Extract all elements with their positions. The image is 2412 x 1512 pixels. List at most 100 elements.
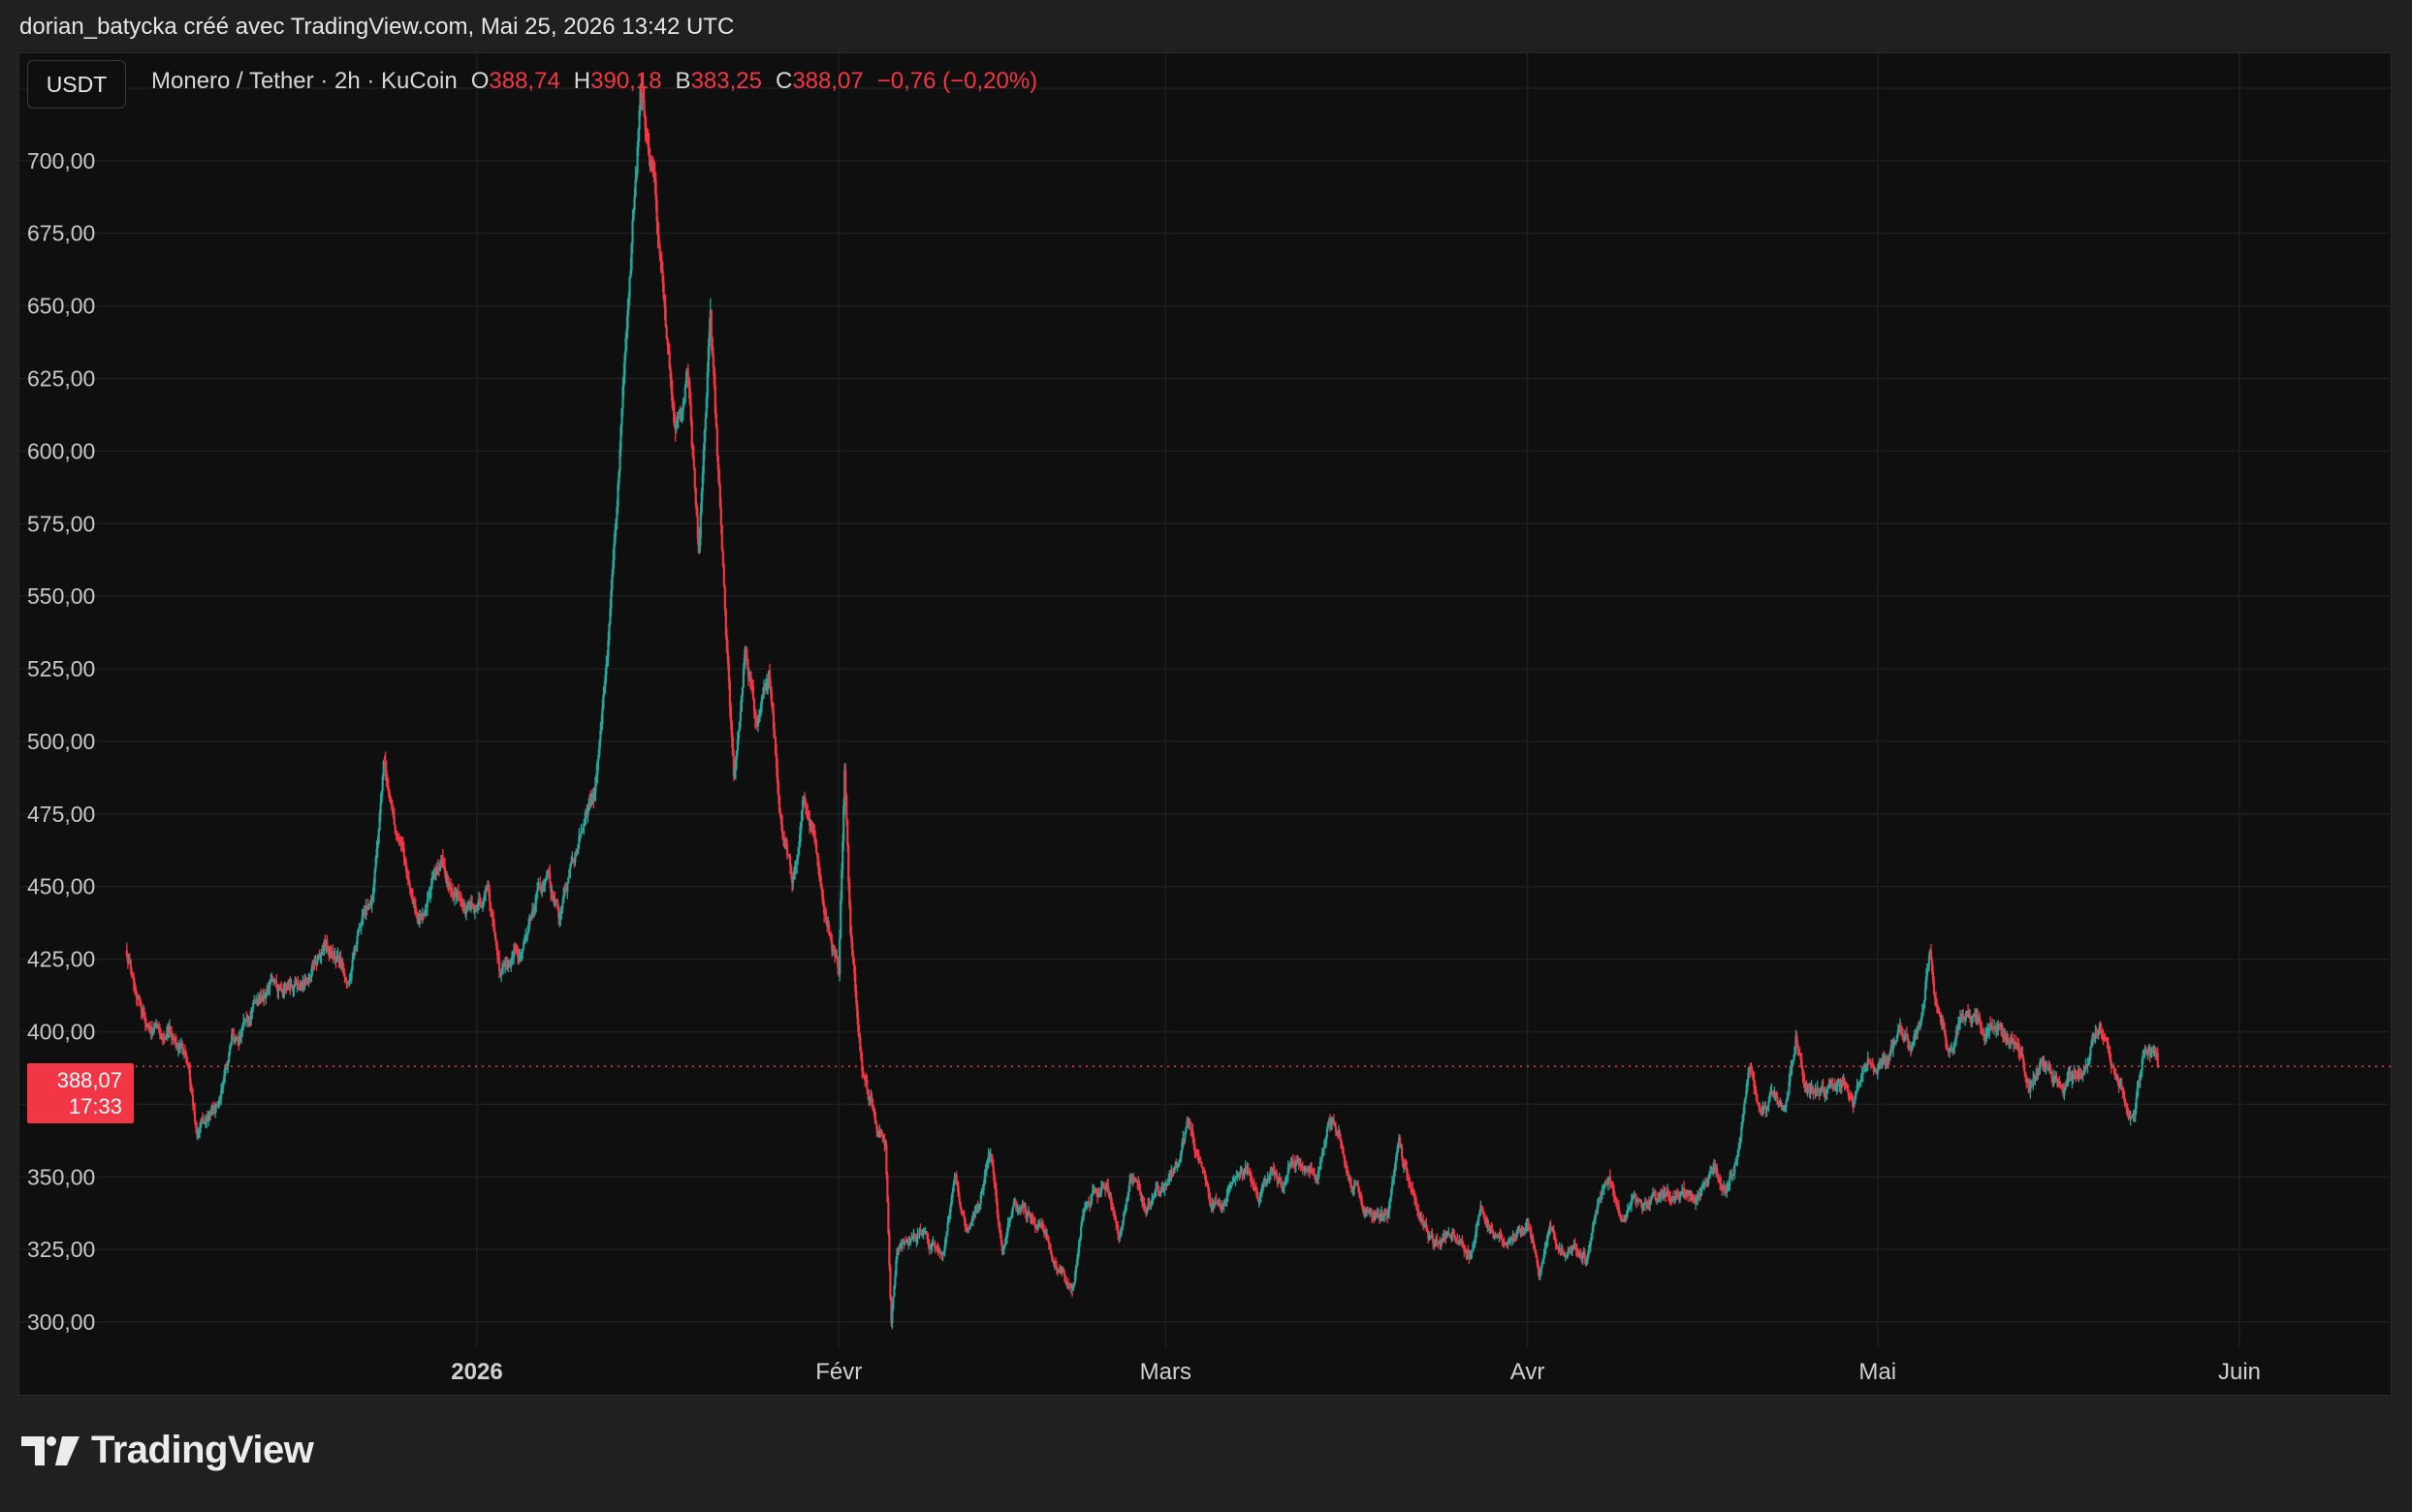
candle <box>785 838 789 861</box>
candle <box>2052 1069 2055 1087</box>
candle <box>971 1212 974 1227</box>
candle <box>1907 1038 1910 1052</box>
candlestick-chart[interactable]: 725,00700,00675,00650,00625,00600,00575,… <box>19 53 2393 1397</box>
candle <box>1892 1036 1895 1049</box>
candle <box>1631 1194 1634 1204</box>
candle <box>400 835 403 852</box>
candle <box>815 838 818 854</box>
candle <box>2079 1068 2081 1079</box>
candle <box>2067 1067 2070 1087</box>
candle <box>455 888 459 904</box>
currency-selector-button[interactable]: USDT <box>27 60 126 109</box>
candle <box>1285 1174 1288 1184</box>
candle <box>632 206 635 222</box>
candle <box>1540 1261 1543 1269</box>
candle <box>968 1222 971 1230</box>
candle <box>1202 1167 1205 1173</box>
candle <box>913 1232 916 1239</box>
candle <box>696 506 699 546</box>
candle <box>2130 1117 2133 1120</box>
candle <box>741 686 745 703</box>
candle <box>1630 1193 1634 1213</box>
candle <box>1710 1165 1713 1175</box>
candle <box>1000 1240 1003 1256</box>
candle <box>751 678 755 702</box>
candle <box>1392 1177 1395 1184</box>
candle <box>1963 1016 1967 1026</box>
candle <box>848 876 851 910</box>
candle <box>143 1011 146 1032</box>
x-tick-label: 2026 <box>451 1359 502 1385</box>
candle <box>1901 1027 1904 1041</box>
candle <box>934 1240 936 1253</box>
candle <box>1244 1160 1247 1175</box>
candle <box>1937 1006 1941 1014</box>
candle <box>579 834 582 842</box>
candle <box>980 1187 983 1199</box>
symbol-label[interactable]: Monero / Tether · 2h · KuCoin <box>151 68 458 94</box>
candle <box>746 649 749 671</box>
candle <box>720 524 723 551</box>
candle <box>378 809 381 833</box>
candle <box>1793 1054 1795 1061</box>
candle <box>209 1105 213 1117</box>
candle <box>957 1181 960 1198</box>
candle <box>1204 1170 1207 1187</box>
x-tick-label: Avr <box>1510 1359 1545 1385</box>
candle <box>1470 1249 1473 1260</box>
candle <box>1785 1099 1788 1114</box>
candle <box>1413 1190 1416 1206</box>
candle <box>189 1078 193 1093</box>
candle <box>1766 1105 1769 1111</box>
candle <box>628 275 631 306</box>
candle <box>1806 1083 1809 1097</box>
candle <box>886 1171 889 1203</box>
candle <box>528 914 531 930</box>
candle <box>1049 1244 1053 1255</box>
candle <box>620 407 623 436</box>
tradingview-logo[interactable]: TradingView <box>21 1429 314 1472</box>
candle <box>2025 1075 2028 1088</box>
candle <box>1929 944 1933 961</box>
candle <box>660 251 663 271</box>
chart-area[interactable]: 725,00700,00675,00650,00625,00600,00575,… <box>18 52 2393 1397</box>
candle <box>1170 1165 1173 1182</box>
candle <box>1668 1190 1672 1207</box>
candle <box>823 899 826 923</box>
candle <box>1412 1187 1415 1197</box>
candle <box>2021 1046 2024 1060</box>
y-tick-label: 425,00 <box>27 947 95 972</box>
candle <box>1182 1130 1185 1149</box>
candle <box>166 1024 170 1042</box>
candle <box>426 892 428 916</box>
candle <box>1855 1090 1857 1099</box>
candle <box>2102 1028 2105 1046</box>
candle <box>1390 1187 1393 1203</box>
candle <box>307 972 310 988</box>
candle <box>451 882 455 902</box>
candle <box>381 773 384 796</box>
candle <box>1280 1176 1283 1188</box>
candle <box>1692 1194 1695 1204</box>
candle <box>1535 1249 1538 1259</box>
current-price-tag: 388,07 17:33 <box>27 1063 134 1123</box>
candle <box>218 1095 221 1109</box>
candle <box>311 960 314 976</box>
candle <box>1958 1009 1962 1030</box>
candle <box>2074 1068 2077 1081</box>
candle <box>1857 1081 1859 1092</box>
candle <box>1836 1078 1839 1093</box>
candle <box>617 479 619 515</box>
candle <box>608 621 611 646</box>
candle <box>1410 1181 1412 1193</box>
candle <box>619 424 622 457</box>
candle <box>1294 1159 1297 1173</box>
candle <box>1702 1180 1705 1188</box>
candle <box>590 792 593 807</box>
candle <box>831 934 834 958</box>
candle <box>1867 1056 1870 1066</box>
candle <box>1757 1101 1760 1106</box>
y-tick-label: 575,00 <box>27 511 95 536</box>
candle <box>230 1041 233 1050</box>
